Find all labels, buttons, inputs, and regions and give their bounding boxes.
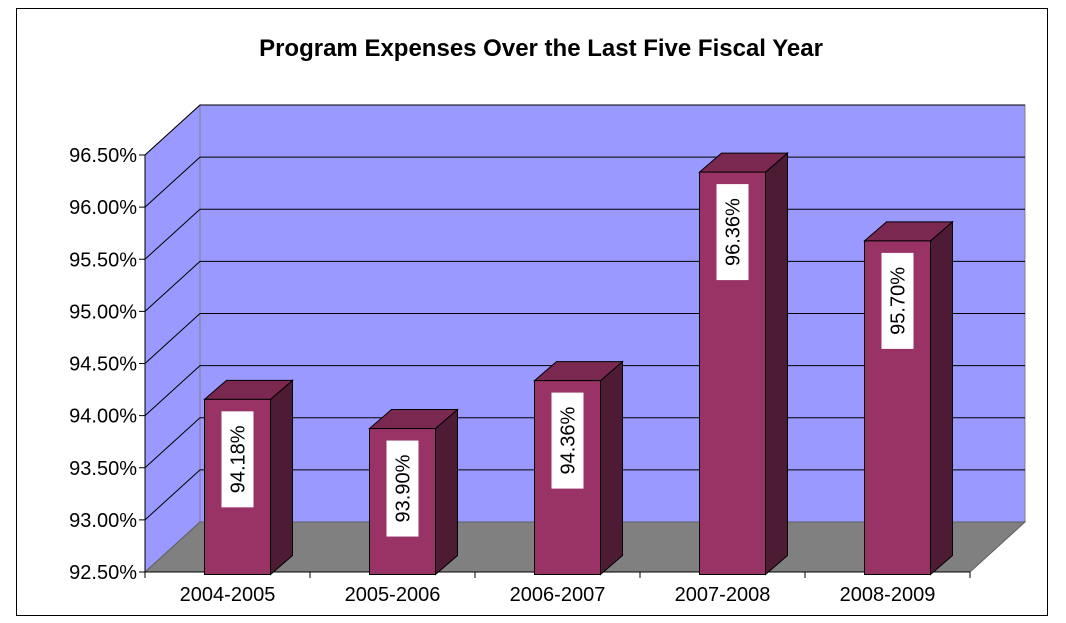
bar-2008-2009: 95.70% <box>863 220 954 576</box>
bars: 94.18% 93.90% 94.36% 96.36% 95.70% <box>203 152 954 576</box>
bar-side <box>765 152 788 576</box>
data-label-text: 94.36% <box>558 406 580 474</box>
bar-2004-2005: 94.18% <box>203 379 294 576</box>
data-label: 93.90% <box>386 440 419 537</box>
x-tick-label: 2008-2009 <box>840 584 936 606</box>
y-tick-label: 96.00% <box>69 197 137 219</box>
y-tick-label: 94.50% <box>69 354 137 376</box>
x-tick-label: 2005-2006 <box>345 584 441 606</box>
y-tick-label: 92.50% <box>69 562 137 584</box>
data-label-text: 94.18% <box>228 425 250 493</box>
data-label-box <box>221 411 254 508</box>
x-tick-label: 2007-2008 <box>675 584 771 606</box>
chart-title: Program Expenses Over the Last Five Fisc… <box>259 35 823 62</box>
data-label-box <box>386 440 419 537</box>
gridline <box>144 104 1025 156</box>
y-tick-labels: 92.50% 93.00% 93.50% 94.00% 94.50% 95.00% 95.5… <box>69 145 137 584</box>
bar-side <box>600 360 623 576</box>
bar-2005-2006: 93.90% <box>368 408 459 576</box>
data-label-box <box>551 392 584 489</box>
y-tick-label: 93.00% <box>69 510 137 532</box>
data-label: 95.70% <box>881 252 914 349</box>
bar-2006-2007: 94.36% <box>533 360 624 576</box>
y-tick-label: 94.00% <box>69 406 137 428</box>
data-label-text: 96.36% <box>723 198 745 266</box>
bar-side <box>930 220 953 576</box>
y-tick-label: 93.50% <box>69 458 137 480</box>
data-label: 94.18% <box>221 411 254 508</box>
x-tick-label: 2006-2007 <box>510 584 606 606</box>
data-label-box <box>881 252 914 349</box>
bar-2007-2008: 96.36% <box>698 152 789 576</box>
y-tick-label: 95.00% <box>69 301 137 323</box>
data-label: 94.36% <box>551 392 584 489</box>
data-label-text: 93.90% <box>393 454 415 522</box>
data-label-text: 95.70% <box>888 267 910 335</box>
bar-side <box>435 408 458 576</box>
y-tick-label: 96.50% <box>69 145 137 167</box>
bar-side <box>270 379 293 576</box>
x-tick-labels: 2004-2005 2005-2006 2006-2007 2007-2008 2008… <box>180 584 936 606</box>
data-label-box <box>716 184 749 281</box>
y-tick-label: 95.50% <box>69 249 137 271</box>
x-tick-label: 2004-2005 <box>180 584 276 606</box>
data-label: 96.36% <box>716 184 749 281</box>
